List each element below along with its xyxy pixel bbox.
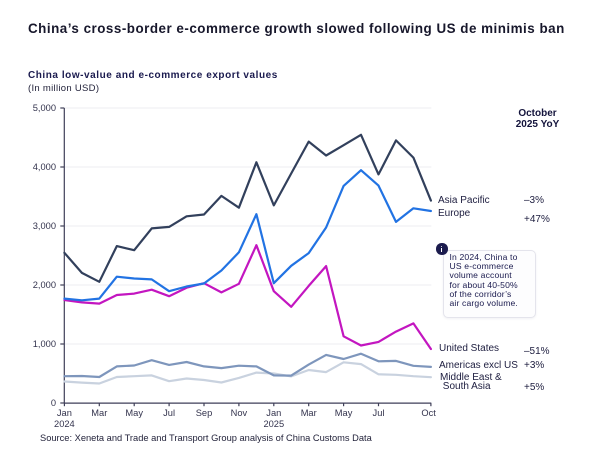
svg-text:Jan: Jan (57, 408, 72, 418)
svg-text:3,000: 3,000 (33, 221, 56, 231)
svg-text:2025: 2025 (263, 419, 284, 429)
svg-text:0: 0 (51, 398, 56, 408)
svg-text:Mar: Mar (91, 408, 107, 418)
svg-text:Jan: Jan (266, 408, 281, 418)
svg-text:May: May (335, 408, 353, 418)
svg-text:Jul: Jul (373, 408, 385, 418)
svg-text:4,000: 4,000 (33, 162, 56, 172)
svg-text:Nov: Nov (231, 408, 248, 418)
svg-text:Jul: Jul (163, 408, 175, 418)
svg-text:May: May (125, 408, 143, 418)
svg-text:Oct: Oct (421, 408, 436, 418)
svg-text:2,000: 2,000 (33, 280, 56, 290)
svg-text:Sep: Sep (196, 408, 213, 418)
svg-text:2024: 2024 (54, 419, 75, 429)
svg-text:5,000: 5,000 (33, 103, 56, 113)
svg-text:1,000: 1,000 (33, 339, 56, 349)
svg-text:Mar: Mar (301, 408, 317, 418)
